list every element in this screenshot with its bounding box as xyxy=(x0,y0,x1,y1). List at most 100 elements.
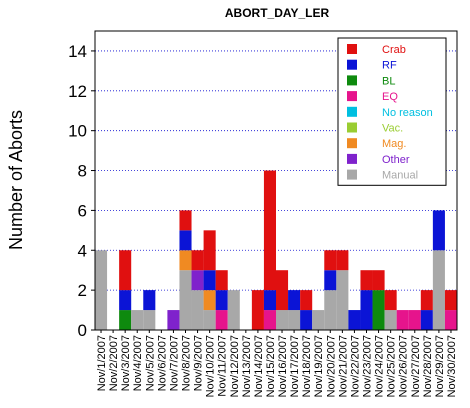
bar-crab-24 xyxy=(372,270,385,291)
legend-swatch-crab xyxy=(347,44,357,54)
bar-crab-3 xyxy=(119,250,132,291)
bar-crab-16 xyxy=(276,270,289,311)
x-tick-label-18: Nov/18/2007 xyxy=(301,335,313,397)
bar-crab-30 xyxy=(444,290,457,311)
x-tick-label-7: Nov/7/2007 xyxy=(168,335,180,391)
bar-manual-8 xyxy=(179,270,192,330)
legend-label-no-reason: No reason xyxy=(382,107,433,119)
bar-crab-15 xyxy=(263,170,276,291)
bar-rf-15 xyxy=(263,290,276,311)
bar-mag--8 xyxy=(179,250,192,271)
x-tick-label-22: Nov/22/2007 xyxy=(349,335,361,397)
legend-swatch-bl xyxy=(347,75,357,86)
x-tick-label-6: Nov/6/2007 xyxy=(156,335,168,391)
bar-crab-28 xyxy=(420,290,433,311)
x-tick-label-30: Nov/30/2007 xyxy=(446,335,458,397)
legend-swatch-manual xyxy=(347,169,357,180)
x-tick-label-25: Nov/25/2007 xyxy=(386,335,398,397)
x-tick-label-23: Nov/23/2007 xyxy=(362,335,374,397)
bar-rf-29 xyxy=(432,210,445,251)
bar-crab-18 xyxy=(300,290,313,311)
bar-crab-23 xyxy=(360,270,373,291)
x-tick-label-3: Nov/3/2007 xyxy=(120,335,132,391)
bar-manual-16 xyxy=(276,310,289,330)
bar-manual-5 xyxy=(143,310,156,330)
legend-label-mag-: Mag. xyxy=(382,138,406,150)
bar-bl-3 xyxy=(119,310,132,330)
x-tick-label-13: Nov/13/2007 xyxy=(241,335,253,397)
legend-swatch-no-reason xyxy=(347,106,357,117)
x-tick-label-11: Nov/11/2007 xyxy=(217,335,229,397)
legend-label-rf: RF xyxy=(382,60,397,72)
bar-other-9 xyxy=(191,270,204,291)
legend-label-vac-: Vac. xyxy=(382,123,403,135)
bar-rf-11 xyxy=(215,290,228,311)
bar-rf-5 xyxy=(143,290,156,311)
x-tick-label-4: Nov/4/2007 xyxy=(132,335,144,391)
bar-manual-10 xyxy=(203,310,216,330)
bar-other-7 xyxy=(167,310,180,330)
x-axis-ticks: Nov/1/2007 Nov/2/2007 Nov/3/2007 Nov/4/2007… xyxy=(96,330,458,397)
bar-manual-4 xyxy=(131,310,144,330)
x-tick-label-10: Nov/10/2007 xyxy=(205,335,217,397)
bar-crab-20 xyxy=(324,250,337,271)
x-tick-label-2: Nov/2/2007 xyxy=(108,335,120,391)
bar-manual-9 xyxy=(191,290,204,330)
bar-rf-22 xyxy=(348,310,361,330)
bar-eq-15 xyxy=(263,310,276,330)
legend-swatch-rf xyxy=(347,59,357,70)
legend-swatch-eq xyxy=(347,91,357,102)
chart-title: ABORT_DAY_LER xyxy=(225,6,330,20)
bar-manual-17 xyxy=(288,310,301,330)
bars xyxy=(95,170,457,330)
x-tick-label-9: Nov/9/2007 xyxy=(193,335,205,391)
bar-manual-1 xyxy=(95,250,108,330)
bar-rf-8 xyxy=(179,230,192,251)
x-tick-label-21: Nov/21/2007 xyxy=(337,335,349,397)
bar-rf-28 xyxy=(420,310,433,330)
legend-swatch-mag- xyxy=(347,138,357,149)
y-tick-label-0: 0 xyxy=(78,321,87,340)
legend-label-eq: EQ xyxy=(382,91,398,103)
y-tick-label-8: 8 xyxy=(78,162,87,181)
bar-rf-17 xyxy=(288,290,301,311)
bar-mag--10 xyxy=(203,290,216,311)
legend-swatch-other xyxy=(347,153,357,164)
y-tick-label-2: 2 xyxy=(78,281,87,300)
bar-crab-8 xyxy=(179,210,192,231)
legend-label-bl: BL xyxy=(382,75,395,87)
bar-manual-29 xyxy=(432,250,445,330)
x-tick-label-8: Nov/8/2007 xyxy=(181,335,193,391)
x-tick-label-26: Nov/26/2007 xyxy=(398,335,410,397)
x-tick-label-27: Nov/27/2007 xyxy=(410,335,422,397)
legend-label-crab: Crab xyxy=(382,44,406,56)
y-tick-label-10: 10 xyxy=(68,122,87,141)
bar-rf-18 xyxy=(300,310,313,330)
y-tick-label-4: 4 xyxy=(78,241,87,260)
legend-swatch-vac- xyxy=(347,122,357,133)
bar-eq-26 xyxy=(396,310,409,330)
legend-label-other: Other xyxy=(382,154,410,166)
bar-manual-20 xyxy=(324,290,337,330)
x-tick-label-5: Nov/5/2007 xyxy=(144,335,156,391)
bar-crab-14 xyxy=(251,290,264,330)
plot-frame xyxy=(94,30,458,331)
bar-crab-10 xyxy=(203,230,216,271)
x-tick-label-20: Nov/20/2007 xyxy=(325,335,337,397)
bar-crab-25 xyxy=(384,290,397,311)
legend-label-manual: Manual xyxy=(382,170,418,182)
bar-crab-9 xyxy=(191,250,204,271)
legend: Crab RF BL EQ No reason Vac. Mag. Other Manual xyxy=(337,37,447,186)
x-tick-label-15: Nov/15/2007 xyxy=(265,335,277,397)
x-tick-label-28: Nov/28/2007 xyxy=(422,335,434,397)
bar-manual-19 xyxy=(312,310,325,330)
y-tick-label-12: 12 xyxy=(68,82,87,101)
bar-manual-25 xyxy=(384,310,397,330)
x-tick-label-24: Nov/24/2007 xyxy=(374,335,386,397)
x-tick-label-17: Nov/17/2007 xyxy=(289,335,301,397)
x-tick-label-29: Nov/29/2007 xyxy=(434,335,446,397)
x-tick-label-12: Nov/12/2007 xyxy=(229,335,241,397)
bar-eq-30 xyxy=(444,310,457,330)
x-tick-label-16: Nov/16/2007 xyxy=(277,335,289,397)
